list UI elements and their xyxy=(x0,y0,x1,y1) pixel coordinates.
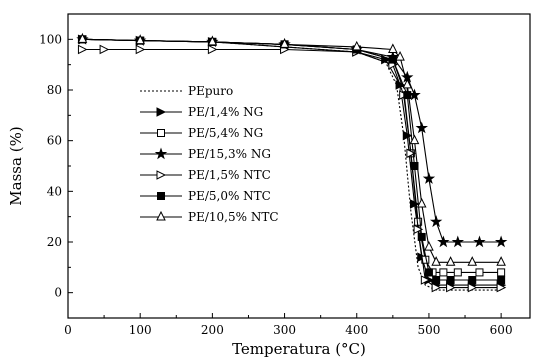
data-point xyxy=(497,276,506,284)
data-point xyxy=(410,199,420,209)
y-tick-label: 60 xyxy=(47,134,62,148)
series-pepuro xyxy=(82,38,502,291)
y-tick-label: 20 xyxy=(47,235,62,249)
series-line xyxy=(82,38,502,291)
y-tick-label: 80 xyxy=(47,83,62,97)
data-point xyxy=(417,232,426,241)
data-point xyxy=(77,33,88,43)
series-pe-1-4-ng xyxy=(77,34,507,290)
data-point xyxy=(494,235,508,248)
x-tick-label: 200 xyxy=(201,323,224,337)
x-tick-label: 300 xyxy=(273,323,296,337)
data-point xyxy=(403,91,412,100)
y-tick-label: 0 xyxy=(54,286,62,300)
data-point xyxy=(424,268,433,277)
legend-item: PE/15,3% NG xyxy=(140,147,271,161)
y-tick-label: 40 xyxy=(47,184,62,198)
legend-item: PE/5,0% NTC xyxy=(140,189,271,203)
legend-label: PEpuro xyxy=(188,84,233,98)
x-tick-label: 500 xyxy=(417,323,440,337)
legend-item: PE/10,5% NTC xyxy=(140,210,279,224)
data-point xyxy=(207,44,218,55)
data-point xyxy=(422,172,436,184)
legend-marker xyxy=(156,107,167,117)
legend-marker xyxy=(157,129,165,137)
data-point xyxy=(445,256,456,266)
data-point xyxy=(207,35,218,46)
data-point xyxy=(432,276,441,284)
legend-marker xyxy=(156,170,167,180)
data-point xyxy=(424,240,434,251)
data-point xyxy=(451,235,465,248)
data-point xyxy=(395,50,405,61)
data-point xyxy=(406,148,417,159)
data-point xyxy=(135,44,146,55)
data-point xyxy=(99,44,110,55)
data-point xyxy=(467,256,478,266)
data-point xyxy=(496,256,506,266)
series-line xyxy=(82,38,502,286)
x-tick-label: 600 xyxy=(490,323,513,337)
data-point xyxy=(351,40,362,51)
data-point xyxy=(388,55,397,64)
data-point xyxy=(431,282,442,293)
data-point xyxy=(431,256,441,266)
series-line xyxy=(82,48,502,289)
series-line xyxy=(82,38,502,273)
data-point xyxy=(420,275,431,285)
data-point xyxy=(409,134,420,145)
legend-item: PE/1,5% NTC xyxy=(140,168,271,182)
legend-item: PEpuro xyxy=(140,84,233,98)
data-point xyxy=(279,38,290,48)
y-axis-label: Massa (%) xyxy=(7,126,25,205)
legend-item: PE/5,4% NG xyxy=(140,126,263,140)
x-tick-label: 100 xyxy=(129,323,152,337)
data-point xyxy=(415,121,428,134)
legend-label: PE/1,5% NTC xyxy=(188,168,271,182)
x-axis-label: Temperatura (°C) xyxy=(232,340,366,358)
legend: PEpuro PE/1,4% NG PE/5,4% NG PE/15,3% NG PE/… xyxy=(140,84,279,224)
data-point xyxy=(402,130,413,141)
data-point xyxy=(416,197,427,208)
legend-label: PE/5,0% NTC xyxy=(188,189,271,203)
data-point xyxy=(439,268,448,277)
legend-label: PE/10,5% NTC xyxy=(188,210,279,224)
data-point xyxy=(473,235,486,248)
data-point xyxy=(453,268,462,277)
legend-marker xyxy=(156,210,166,221)
legend-label: PE/1,4% NG xyxy=(188,105,263,119)
x-tick-label: 400 xyxy=(345,323,368,337)
series-pe-15-3-ng xyxy=(76,32,508,248)
y-tick-label: 100 xyxy=(39,32,62,46)
data-point xyxy=(402,78,413,89)
series-pe-10-5-ntc xyxy=(77,33,506,266)
data-point xyxy=(429,215,443,228)
legend-label: PE/15,3% NG xyxy=(188,147,271,161)
series-pe-5-4-ng xyxy=(78,35,506,277)
series-line xyxy=(82,38,502,243)
x-tick-label: 0 xyxy=(64,323,72,337)
data-point xyxy=(497,268,506,277)
legend-marker xyxy=(157,192,165,200)
data-point xyxy=(467,282,478,293)
data-point xyxy=(410,162,419,170)
data-point xyxy=(468,276,477,284)
data-point xyxy=(437,235,450,248)
data-point xyxy=(446,282,456,293)
data-point xyxy=(496,282,507,293)
data-point xyxy=(413,224,424,235)
data-point xyxy=(135,34,145,45)
data-point xyxy=(388,43,398,53)
legend-marker xyxy=(154,147,168,160)
legend-item: PE/1,4% NG xyxy=(140,105,263,119)
series-line xyxy=(82,38,502,281)
data-point xyxy=(77,44,88,55)
series-pe-1-5-ntc xyxy=(77,44,507,293)
data-point xyxy=(475,268,484,277)
data-point xyxy=(446,276,455,284)
legend-label: PE/5,4% NG xyxy=(188,126,263,140)
